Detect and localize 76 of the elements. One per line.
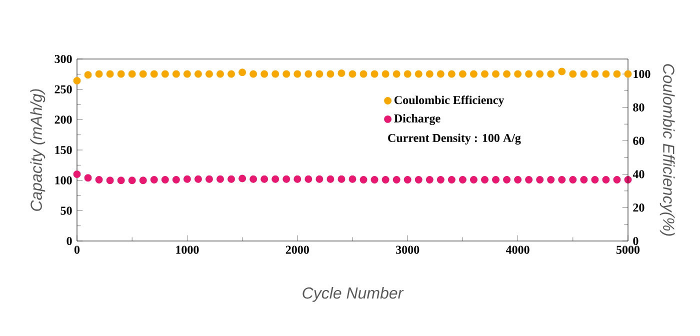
y-tick-label: 150 [55,146,72,154]
x-axis-title: Cycle Number [302,286,404,302]
x-tick-label: 2000 [286,246,309,254]
x-tick-label: 5000 [616,246,640,254]
point [128,70,136,78]
point [238,68,246,76]
point [183,70,191,78]
y-tick-label: 100 [55,176,72,184]
point [426,70,434,78]
point [458,70,466,78]
x-tick-label: 0 [74,246,80,254]
point [360,70,368,78]
y-tick-label: 300 [54,54,72,64]
point [161,70,169,78]
y-tick-label: 50 [60,206,72,215]
y-tick-label: 200 [54,116,72,124]
point [414,70,422,78]
y-tick-label: 250 [54,85,72,94]
point [481,70,488,78]
point [547,70,555,78]
point [569,70,577,78]
y2-tick-label: 0 [633,236,638,246]
point [73,76,81,84]
y-tick-label: 0 [66,236,72,246]
point [228,70,236,78]
point [470,70,478,78]
x-tick-label: 4000 [506,246,530,254]
point [404,70,412,78]
point [172,70,180,78]
point [624,70,632,78]
point [514,70,522,78]
point [260,70,268,78]
legend-label: Coulombic Efficiency [394,96,504,107]
y2-axis-title: Coulombic Efficiency(%) [660,64,675,236]
point [294,70,302,78]
point [272,70,280,78]
point [326,70,334,78]
point [150,70,158,78]
y2-tick-label: 60 [633,136,644,145]
y2-tick-label: 80 [633,103,644,112]
x-tick-label: 3000 [396,246,420,254]
point [282,70,290,78]
annotation: Current Density : 100 A/g [388,134,521,145]
point [206,70,213,78]
point [602,70,610,78]
point [106,70,114,78]
point [304,70,312,78]
y2-tick-label: 100 [634,70,650,78]
point [392,70,400,78]
point [503,70,511,78]
point [382,70,390,78]
point [536,70,544,78]
point [591,70,599,78]
point [316,70,324,78]
point [613,70,621,78]
y-axis-title: Capacity (mAh/g) [30,89,46,211]
point [580,70,588,78]
point [448,70,456,78]
point [95,70,103,78]
point [250,70,258,78]
point [492,70,500,78]
y2-tick-label: 40 [632,170,644,178]
point [84,71,92,79]
point [338,69,346,77]
point [194,70,202,78]
point [139,70,147,78]
legend-label: Dicharge [394,114,440,125]
point [370,70,378,78]
point [216,70,224,78]
point [525,70,533,78]
x-tick-label: 1000 [176,246,199,254]
point [436,70,444,78]
point [348,70,356,78]
point [117,70,125,78]
y2-tick-label: 20 [633,204,644,212]
point [558,68,566,76]
